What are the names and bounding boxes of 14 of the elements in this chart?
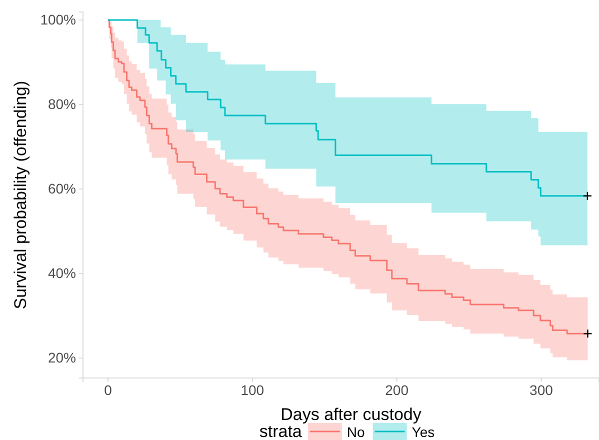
x-tick-label: 300: [530, 382, 554, 398]
x-tick-label: 200: [385, 382, 409, 398]
legend-title: strata: [259, 422, 302, 440]
y-tick-label: 40%: [48, 265, 76, 282]
y-tick-label: 80%: [48, 96, 76, 112]
x-tick-label: 0: [104, 382, 112, 398]
y-tick-label: 100%: [40, 12, 76, 28]
legend-label: Yes: [412, 424, 435, 440]
y-tick-label: 60%: [48, 180, 76, 197]
legend-label: No: [346, 424, 365, 440]
x-tick-label: 100: [240, 382, 264, 398]
x-axis-title: Days after custody: [280, 405, 422, 424]
y-axis-title: Survival probability (offending): [11, 80, 30, 310]
y-tick-label: 20%: [48, 350, 76, 366]
